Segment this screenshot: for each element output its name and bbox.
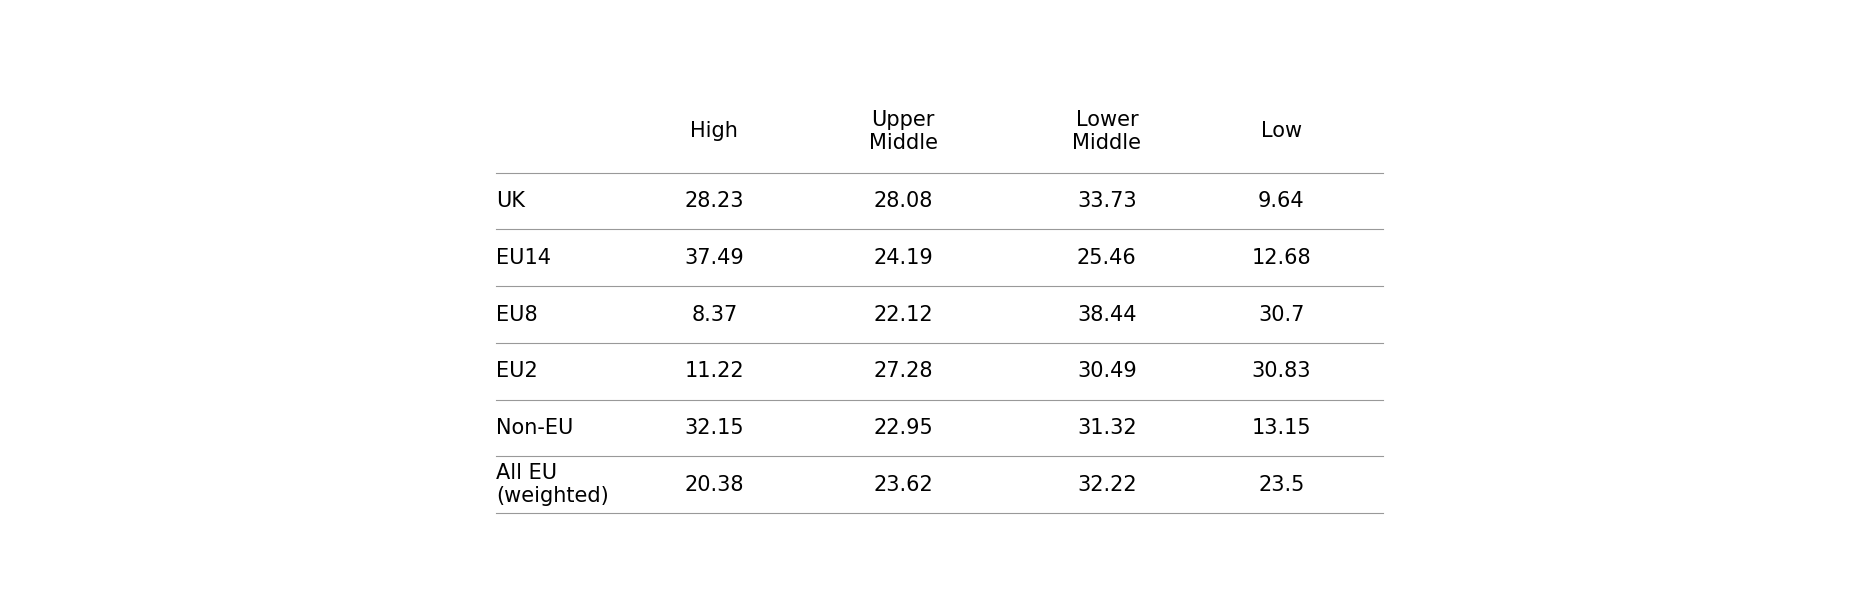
Text: 30.49: 30.49 bbox=[1077, 361, 1137, 381]
Text: 28.08: 28.08 bbox=[874, 191, 932, 211]
Text: UK: UK bbox=[495, 191, 525, 211]
Text: 32.15: 32.15 bbox=[685, 418, 745, 438]
Text: Low: Low bbox=[1261, 121, 1302, 141]
Text: Lower
Middle: Lower Middle bbox=[1073, 110, 1141, 153]
Text: 22.95: 22.95 bbox=[874, 418, 932, 438]
Text: All EU
(weighted): All EU (weighted) bbox=[495, 463, 610, 506]
Text: Upper
Middle: Upper Middle bbox=[869, 110, 938, 153]
Text: 8.37: 8.37 bbox=[690, 304, 737, 325]
Text: 27.28: 27.28 bbox=[874, 361, 932, 381]
Text: High: High bbox=[690, 121, 739, 141]
Text: 30.7: 30.7 bbox=[1259, 304, 1304, 325]
Text: EU2: EU2 bbox=[495, 361, 538, 381]
Text: 24.19: 24.19 bbox=[874, 248, 932, 268]
Text: 12.68: 12.68 bbox=[1251, 248, 1311, 268]
Text: 11.22: 11.22 bbox=[685, 361, 745, 381]
Text: 23.5: 23.5 bbox=[1259, 475, 1304, 494]
Text: 37.49: 37.49 bbox=[685, 248, 745, 268]
Text: EU8: EU8 bbox=[495, 304, 538, 325]
Text: 33.73: 33.73 bbox=[1077, 191, 1137, 211]
Text: 25.46: 25.46 bbox=[1077, 248, 1137, 268]
Text: 38.44: 38.44 bbox=[1077, 304, 1137, 325]
Text: Non-EU: Non-EU bbox=[495, 418, 574, 438]
Text: 31.32: 31.32 bbox=[1077, 418, 1137, 438]
Text: 32.22: 32.22 bbox=[1077, 475, 1137, 494]
Text: 28.23: 28.23 bbox=[685, 191, 745, 211]
Text: 13.15: 13.15 bbox=[1251, 418, 1311, 438]
Text: EU14: EU14 bbox=[495, 248, 552, 268]
Text: 20.38: 20.38 bbox=[685, 475, 745, 494]
Text: 23.62: 23.62 bbox=[874, 475, 932, 494]
Text: 9.64: 9.64 bbox=[1259, 191, 1304, 211]
Text: 22.12: 22.12 bbox=[874, 304, 932, 325]
Text: 30.83: 30.83 bbox=[1251, 361, 1311, 381]
